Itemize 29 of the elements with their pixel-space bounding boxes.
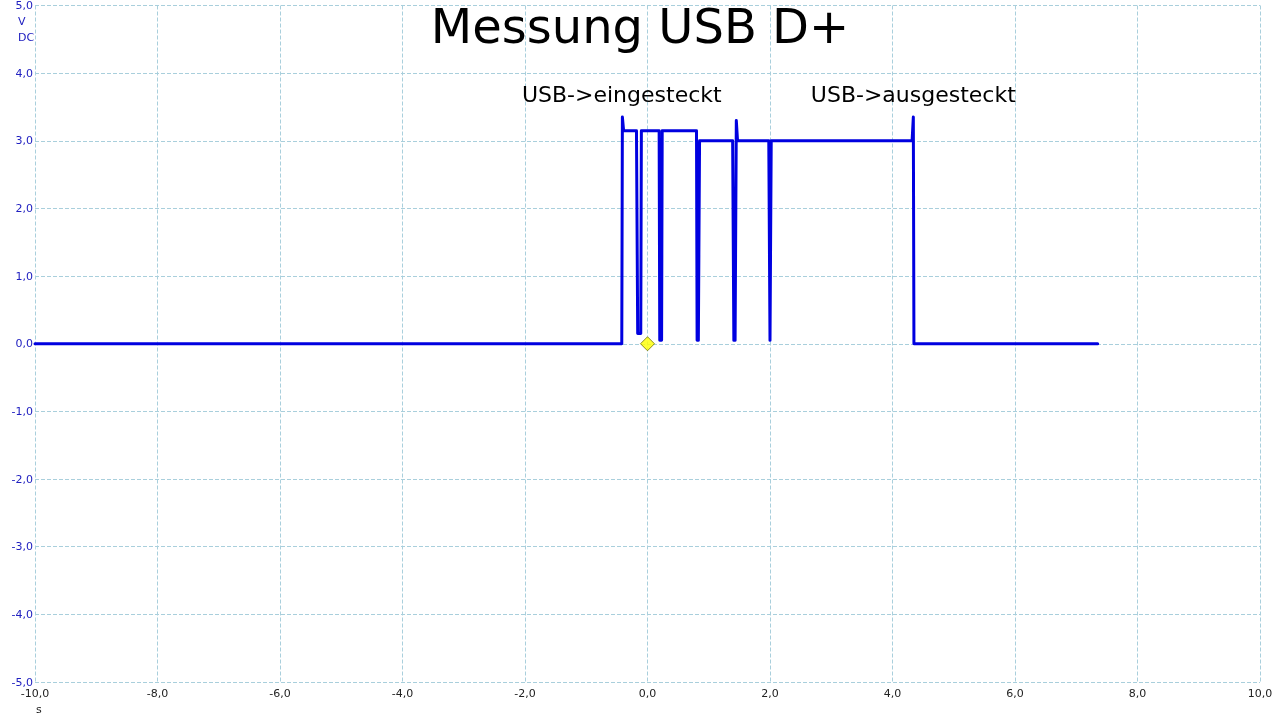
x-tick-label: 2,0 [761,687,779,700]
y-tick-label: 5,0 [15,0,33,12]
y-tick-label: 4,0 [15,66,33,80]
y-tick-label: -4,0 [11,607,33,621]
x-tick-label: -6,0 [269,687,291,700]
y-tick-label: 0,0 [15,337,33,351]
y-tick-label: -3,0 [11,540,33,554]
chart-title: Messung USB D+ [430,0,850,54]
y-tick-label: -2,0 [11,472,33,486]
x-tick-label: 4,0 [883,687,902,700]
y-tick-label: 2,0 [15,201,33,215]
annotation: USB->ausgesteckt [810,81,1017,107]
x-tick-label: -4,0 [391,687,414,700]
x-tick-label: 8,0 [1128,687,1147,700]
annotation: USB->eingesteckt [521,81,722,107]
text: DC [18,30,35,44]
x-tick-label: -10,0 [20,687,50,700]
x-tick-label: -2,0 [514,687,536,700]
x-tick-label: -8,0 [146,687,169,700]
y-tick-label: -1,0 [11,404,33,418]
y-tick-label: 3,0 [15,134,33,148]
y-tick-label: 1,0 [15,269,33,283]
x-tick-label: 0,0 [638,687,657,700]
x-tick-label: 6,0 [1006,687,1024,700]
line-series [33,115,1100,346]
y-axis-title: V [18,14,26,28]
x-tick-label: 10,0 [1247,687,1273,700]
y-tick-label: -5,0 [11,675,33,689]
x-axis-title: s [36,703,42,716]
